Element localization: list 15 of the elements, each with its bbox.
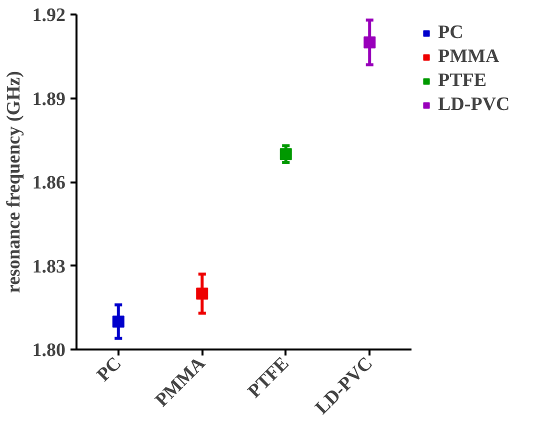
legend-label: PC bbox=[438, 22, 464, 44]
y-tick-label: 1.92 bbox=[32, 5, 66, 26]
y-tick-label: 1.89 bbox=[32, 88, 66, 110]
point bbox=[112, 316, 124, 328]
point bbox=[280, 148, 292, 160]
y-tick-label: 1.80 bbox=[32, 340, 66, 361]
legend-label: PTFE bbox=[438, 70, 487, 92]
y-tick-label: 1.86 bbox=[32, 172, 66, 194]
x-tick-label: PC bbox=[93, 353, 126, 386]
y-axis-title: resonance frequency (GHz) bbox=[3, 71, 24, 293]
legend-label: PMMA bbox=[438, 46, 500, 68]
legend-label: LD-PVC bbox=[438, 94, 510, 116]
y-tick-label: 1.83 bbox=[32, 256, 66, 278]
point bbox=[196, 288, 208, 300]
point bbox=[364, 36, 376, 48]
